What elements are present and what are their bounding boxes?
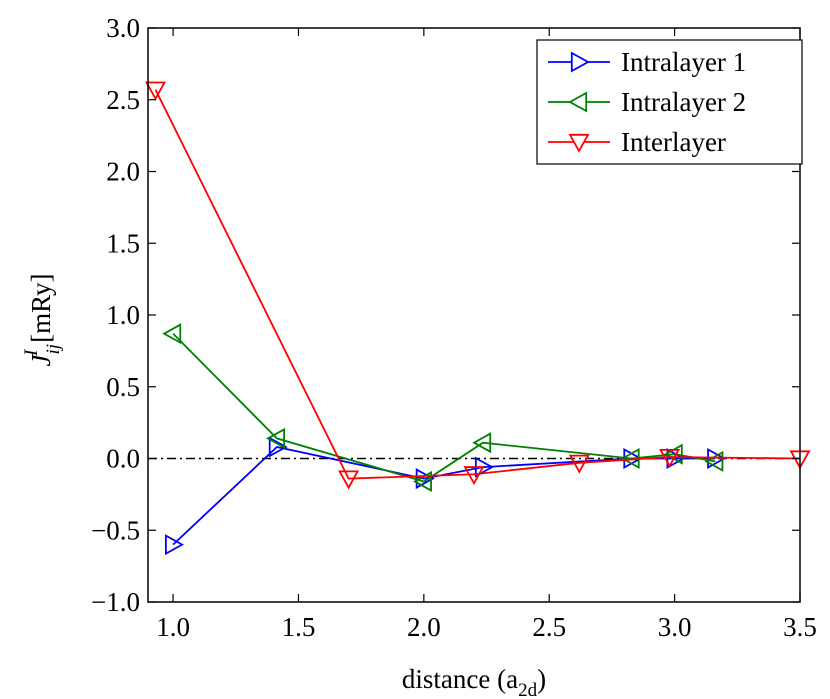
- y-tick-label: −1.0: [91, 587, 140, 617]
- legend-item: Interlayer: [548, 127, 726, 157]
- data-point: [412, 470, 432, 492]
- x-axis-label: distance (a2d): [402, 664, 546, 699]
- x-tick-label: 1.0: [156, 612, 190, 642]
- legend-label: Intralayer 2: [621, 87, 746, 117]
- y-tick-label: 0.5: [106, 372, 140, 402]
- legend: Intralayer 1 Intralayer 2 Interlayer: [536, 39, 803, 165]
- data-point: [707, 447, 727, 470]
- legend-marker: [568, 133, 590, 153]
- series-interlayer: [144, 81, 811, 490]
- y-tick-label: 3.0: [106, 13, 140, 43]
- data-point: [144, 81, 167, 101]
- data-point: [164, 534, 184, 556]
- y-tick-label: 1.5: [106, 228, 140, 258]
- legend-item: Intralayer 2: [548, 87, 746, 117]
- data-point: [463, 466, 485, 486]
- legend-label: Intralayer 1: [621, 47, 746, 77]
- x-tick-label: 1.5: [282, 612, 316, 642]
- series-line: [154, 89, 801, 480]
- y-tick-label: 1.0: [106, 300, 140, 330]
- y-tick-label: −0.5: [91, 515, 140, 545]
- x-tick-label: 2.0: [407, 612, 441, 642]
- series-line: [172, 333, 716, 483]
- legend-marker: [568, 91, 588, 113]
- y-axis-label: JijI [mRy]: [21, 273, 64, 366]
- x-tick-label: 3.0: [658, 612, 692, 642]
- legend-label: Interlayer: [621, 127, 726, 157]
- x-tick-label: 2.5: [532, 612, 566, 642]
- legend-item: Intralayer 1: [548, 47, 746, 77]
- y-tick-label: 2.5: [106, 85, 140, 115]
- data-point: [338, 470, 360, 490]
- legend-marker: [570, 51, 590, 73]
- data-point: [266, 427, 285, 449]
- data-point: [568, 454, 590, 474]
- x-tick-label: 3.5: [783, 612, 817, 642]
- y-tick-label: 2.0: [106, 157, 140, 187]
- data-point: [268, 436, 288, 458]
- data-point: [472, 432, 492, 454]
- data-point: [162, 323, 182, 345]
- y-tick-label: 0.0: [106, 444, 140, 474]
- data-point: [659, 448, 681, 468]
